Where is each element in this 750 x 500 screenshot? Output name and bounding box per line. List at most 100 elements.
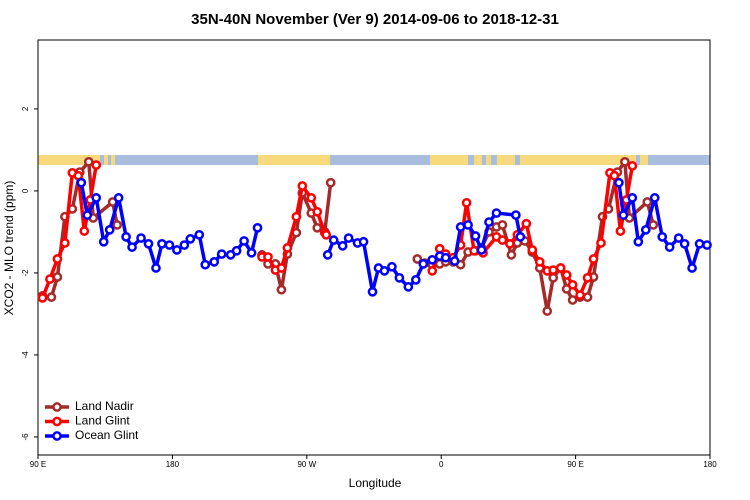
land-strip (497, 155, 515, 165)
x-tick-label: 90 E (567, 460, 583, 469)
data-point (394, 272, 405, 283)
data-point (322, 250, 333, 260)
data-point (497, 235, 508, 245)
data-point (113, 193, 124, 203)
data-point (515, 231, 526, 242)
legend-label: Land Glint (75, 414, 130, 428)
data-point (82, 210, 93, 220)
data-point (185, 234, 196, 244)
data-point (702, 240, 712, 250)
land-strip (640, 155, 648, 165)
data-point (427, 254, 438, 265)
data-point (455, 222, 466, 232)
ocean-strip (38, 155, 710, 165)
data-point (640, 225, 651, 235)
y-axis-label: XCO2 - MLO trend (ppm) (2, 181, 16, 316)
data-point (561, 270, 572, 280)
data-point (555, 263, 566, 273)
legend-label: Land Nadir (75, 399, 134, 413)
land-strip (474, 155, 482, 165)
data-point (470, 231, 481, 241)
y-tick-label: -6 (21, 433, 30, 441)
land-strip (430, 155, 468, 165)
x-tick-label: 180 (703, 460, 717, 469)
data-point (91, 193, 102, 203)
data-point (511, 210, 521, 220)
data-point (412, 254, 423, 264)
data-point (449, 256, 460, 266)
data-point (379, 266, 390, 276)
data-point (52, 272, 63, 282)
data-point (164, 240, 175, 250)
y-tick-label: 2 (21, 106, 30, 111)
data-point (112, 220, 122, 230)
data-point (527, 245, 538, 255)
data-point (306, 193, 317, 203)
data-point (461, 197, 472, 208)
legend-label: Ocean Glint (75, 428, 139, 442)
chart-title: 35N-40N November (Ver 9) 2014-09-06 to 2… (191, 11, 559, 28)
data-point (216, 249, 227, 259)
data-point (534, 257, 545, 267)
data-point (476, 245, 487, 255)
data-point (614, 177, 624, 188)
data-point (263, 252, 273, 262)
data-point (548, 265, 559, 275)
data-point (312, 222, 323, 233)
data-point (694, 238, 705, 249)
y-tick-label: 0 (21, 188, 30, 193)
data-point (172, 245, 182, 255)
data-point (609, 170, 620, 181)
data-point (440, 252, 451, 263)
data-point (143, 238, 154, 249)
data-point (588, 254, 599, 264)
data-point (76, 177, 87, 188)
data-point (596, 238, 606, 248)
data-point (469, 245, 479, 256)
data-point (687, 263, 697, 273)
data-point (91, 160, 102, 170)
legend-marker (52, 431, 62, 441)
data-point (45, 274, 55, 284)
x-axis-label: Longitude (349, 476, 402, 490)
land-strip (104, 155, 108, 165)
data-point (505, 238, 515, 249)
data-point (98, 236, 109, 247)
data-point (618, 210, 629, 220)
data-point (657, 231, 668, 242)
land-strip (258, 155, 330, 165)
data-point (194, 229, 205, 240)
data-point (567, 279, 578, 290)
data-point (343, 233, 354, 243)
data-point (231, 245, 242, 256)
data-point (627, 193, 638, 203)
land-strip (38, 155, 100, 165)
x-tick-label: 90 E (30, 460, 46, 469)
data-point (136, 233, 146, 243)
x-tick-label: 0 (439, 460, 444, 469)
data-point (37, 293, 48, 303)
data-point (582, 272, 593, 283)
data-point (627, 161, 638, 171)
data-point (157, 238, 167, 249)
data-point (200, 259, 211, 270)
data-point (582, 292, 593, 302)
land-strip (486, 155, 491, 165)
data-point (679, 238, 690, 249)
data-point (337, 241, 348, 251)
data-point (52, 254, 63, 264)
data-point (121, 231, 131, 242)
data-point (673, 233, 684, 243)
data-point (46, 292, 57, 302)
data-point (387, 261, 397, 272)
data-point (463, 220, 473, 230)
data-point (291, 211, 302, 222)
legend-marker (52, 416, 62, 427)
data-point (620, 156, 630, 167)
data-point (484, 217, 494, 227)
land-strip (111, 155, 115, 165)
data-point (575, 290, 585, 300)
data-point (418, 259, 429, 269)
